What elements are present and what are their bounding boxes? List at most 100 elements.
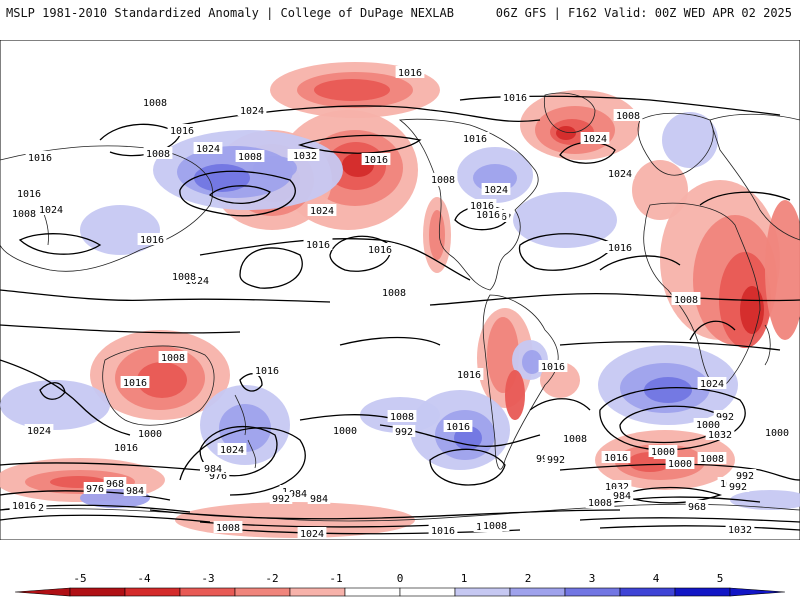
colorbar-canvas: -5 -4 -3 -2 -1 0 1 2 3 4 5 [14,572,786,597]
isobar-label: 976 [209,471,227,482]
isobar-label-bg [9,499,39,511]
isobar-label: 992 [395,427,413,438]
isobar-label-bg [605,241,635,253]
isobar-label-bg [137,233,167,245]
isobar-label-bg [83,482,107,494]
isobar-label: 1032 [293,151,317,162]
isobar-label-bg [269,492,293,504]
colorbar-tick-label: 2 [525,572,532,585]
isobar-label: 1024 [700,379,724,390]
isobar-label-bg [560,432,590,444]
isobar-label: 1008 [172,272,196,283]
isobar-line [239,373,263,392]
anomaly-blob [522,350,542,374]
isobar-label-bg [237,104,267,116]
isobar-line [199,238,471,281]
isobar-line [599,387,746,451]
isobar-line [149,509,621,520]
isobar-label-bg [610,489,634,501]
isobar-label: 1008 [674,295,698,306]
isobar-label: 1016 [503,93,527,104]
isobar-label: 992 [736,471,754,482]
anomaly-blob [505,370,525,420]
isobar-label: 984 [613,491,631,502]
colorbar-tick-label: 4 [653,572,660,585]
isobar-label: 1016 [17,189,41,200]
isobar-label: 1016 [446,422,470,433]
isobar-label: 1016 [398,68,422,79]
isobar-label: 1008 [563,434,587,445]
isobar-label: 1016 [541,362,565,373]
isobar-line [429,448,506,486]
colorbar-tick-label: 1 [461,572,468,585]
isobar-label: 984 [289,489,307,500]
coastline [482,294,559,470]
isobar-label: 992 [716,412,734,423]
isobar-label-bg [733,469,757,481]
colorbar-segment [289,587,346,597]
colorbar-segment [619,587,676,597]
isobar-line [297,134,422,154]
isobar-label: 1000 [668,459,692,470]
colorbar-tick-label: -2 [265,572,278,585]
anomaly-blob [632,160,688,220]
isobar-label-bg [395,66,425,78]
coastline [543,92,596,133]
isobar-label-bg [111,441,141,453]
isobar-label: 1024 [220,445,244,456]
isobar-line [579,517,800,523]
isobar-label: 1016 [364,155,388,166]
anomaly-blob [314,79,390,101]
isobar-label: 1024 [27,426,51,437]
isobar-label: 1000 [696,420,720,431]
isobar-label-bg [201,462,225,474]
isobar-label: 976 [86,484,104,495]
isobar-label-bg [500,91,530,103]
map-canvas: 1016100810241016101610081008101610161024… [0,39,800,541]
header-bar: MSLP 1981-2010 Standardized Anomaly | Co… [0,0,800,34]
coastline [764,324,771,366]
isobar-label: 1008 [382,288,406,299]
isobar-label: 1016 [463,134,487,145]
isobar-label-bg [143,147,173,159]
isobar-label: 1016 [123,378,147,389]
isobar-label: 1016 [470,201,494,212]
isobar-label: 1016 [476,210,500,221]
coastline [0,145,213,272]
isobar-label-bg [158,351,188,363]
colorbar-segment [454,587,511,597]
isobar-label-bg [297,527,327,539]
isobar-label-bg [365,243,395,255]
anomaly-blob [556,126,576,140]
isobar-label: 968 [106,479,124,490]
isobar-label-bg [443,420,473,432]
isobar-label-bg [726,480,750,492]
isobar-label-bg [36,203,66,215]
colorbar: -5 -4 -3 -2 -1 0 1 2 3 4 5 [0,570,800,600]
isobar-label-bg [9,207,39,219]
coastline [637,112,714,176]
colorbar-tick-label: -4 [137,572,151,585]
isobar-label-bg [697,452,727,464]
anomaly-blob [0,380,110,430]
isobar-label: 1008 [12,209,36,220]
isobar-label-bg [307,204,337,216]
isobar-label-bg [762,426,792,438]
anomaly-blob [662,112,718,168]
isobar-label-bg [330,424,360,436]
coastline [102,345,215,426]
colorbar-segment [509,587,566,597]
isobar-label: 1000 [333,426,357,437]
isobar-label-bg [387,410,417,422]
isobar-label-bg [725,523,755,535]
colorbar-tick-label: 3 [589,572,596,585]
isobar-label-bg [123,484,147,496]
isobar-label-bg [14,187,44,199]
isobar-label-bg [544,453,568,465]
isobar-line [329,235,392,272]
colorbar-tick-label: -1 [329,572,342,585]
isobar-label: 1016 [457,370,481,381]
isobar-line [0,462,201,471]
isobar-label: 1016 [368,245,392,256]
colorbar-segment [674,587,731,597]
